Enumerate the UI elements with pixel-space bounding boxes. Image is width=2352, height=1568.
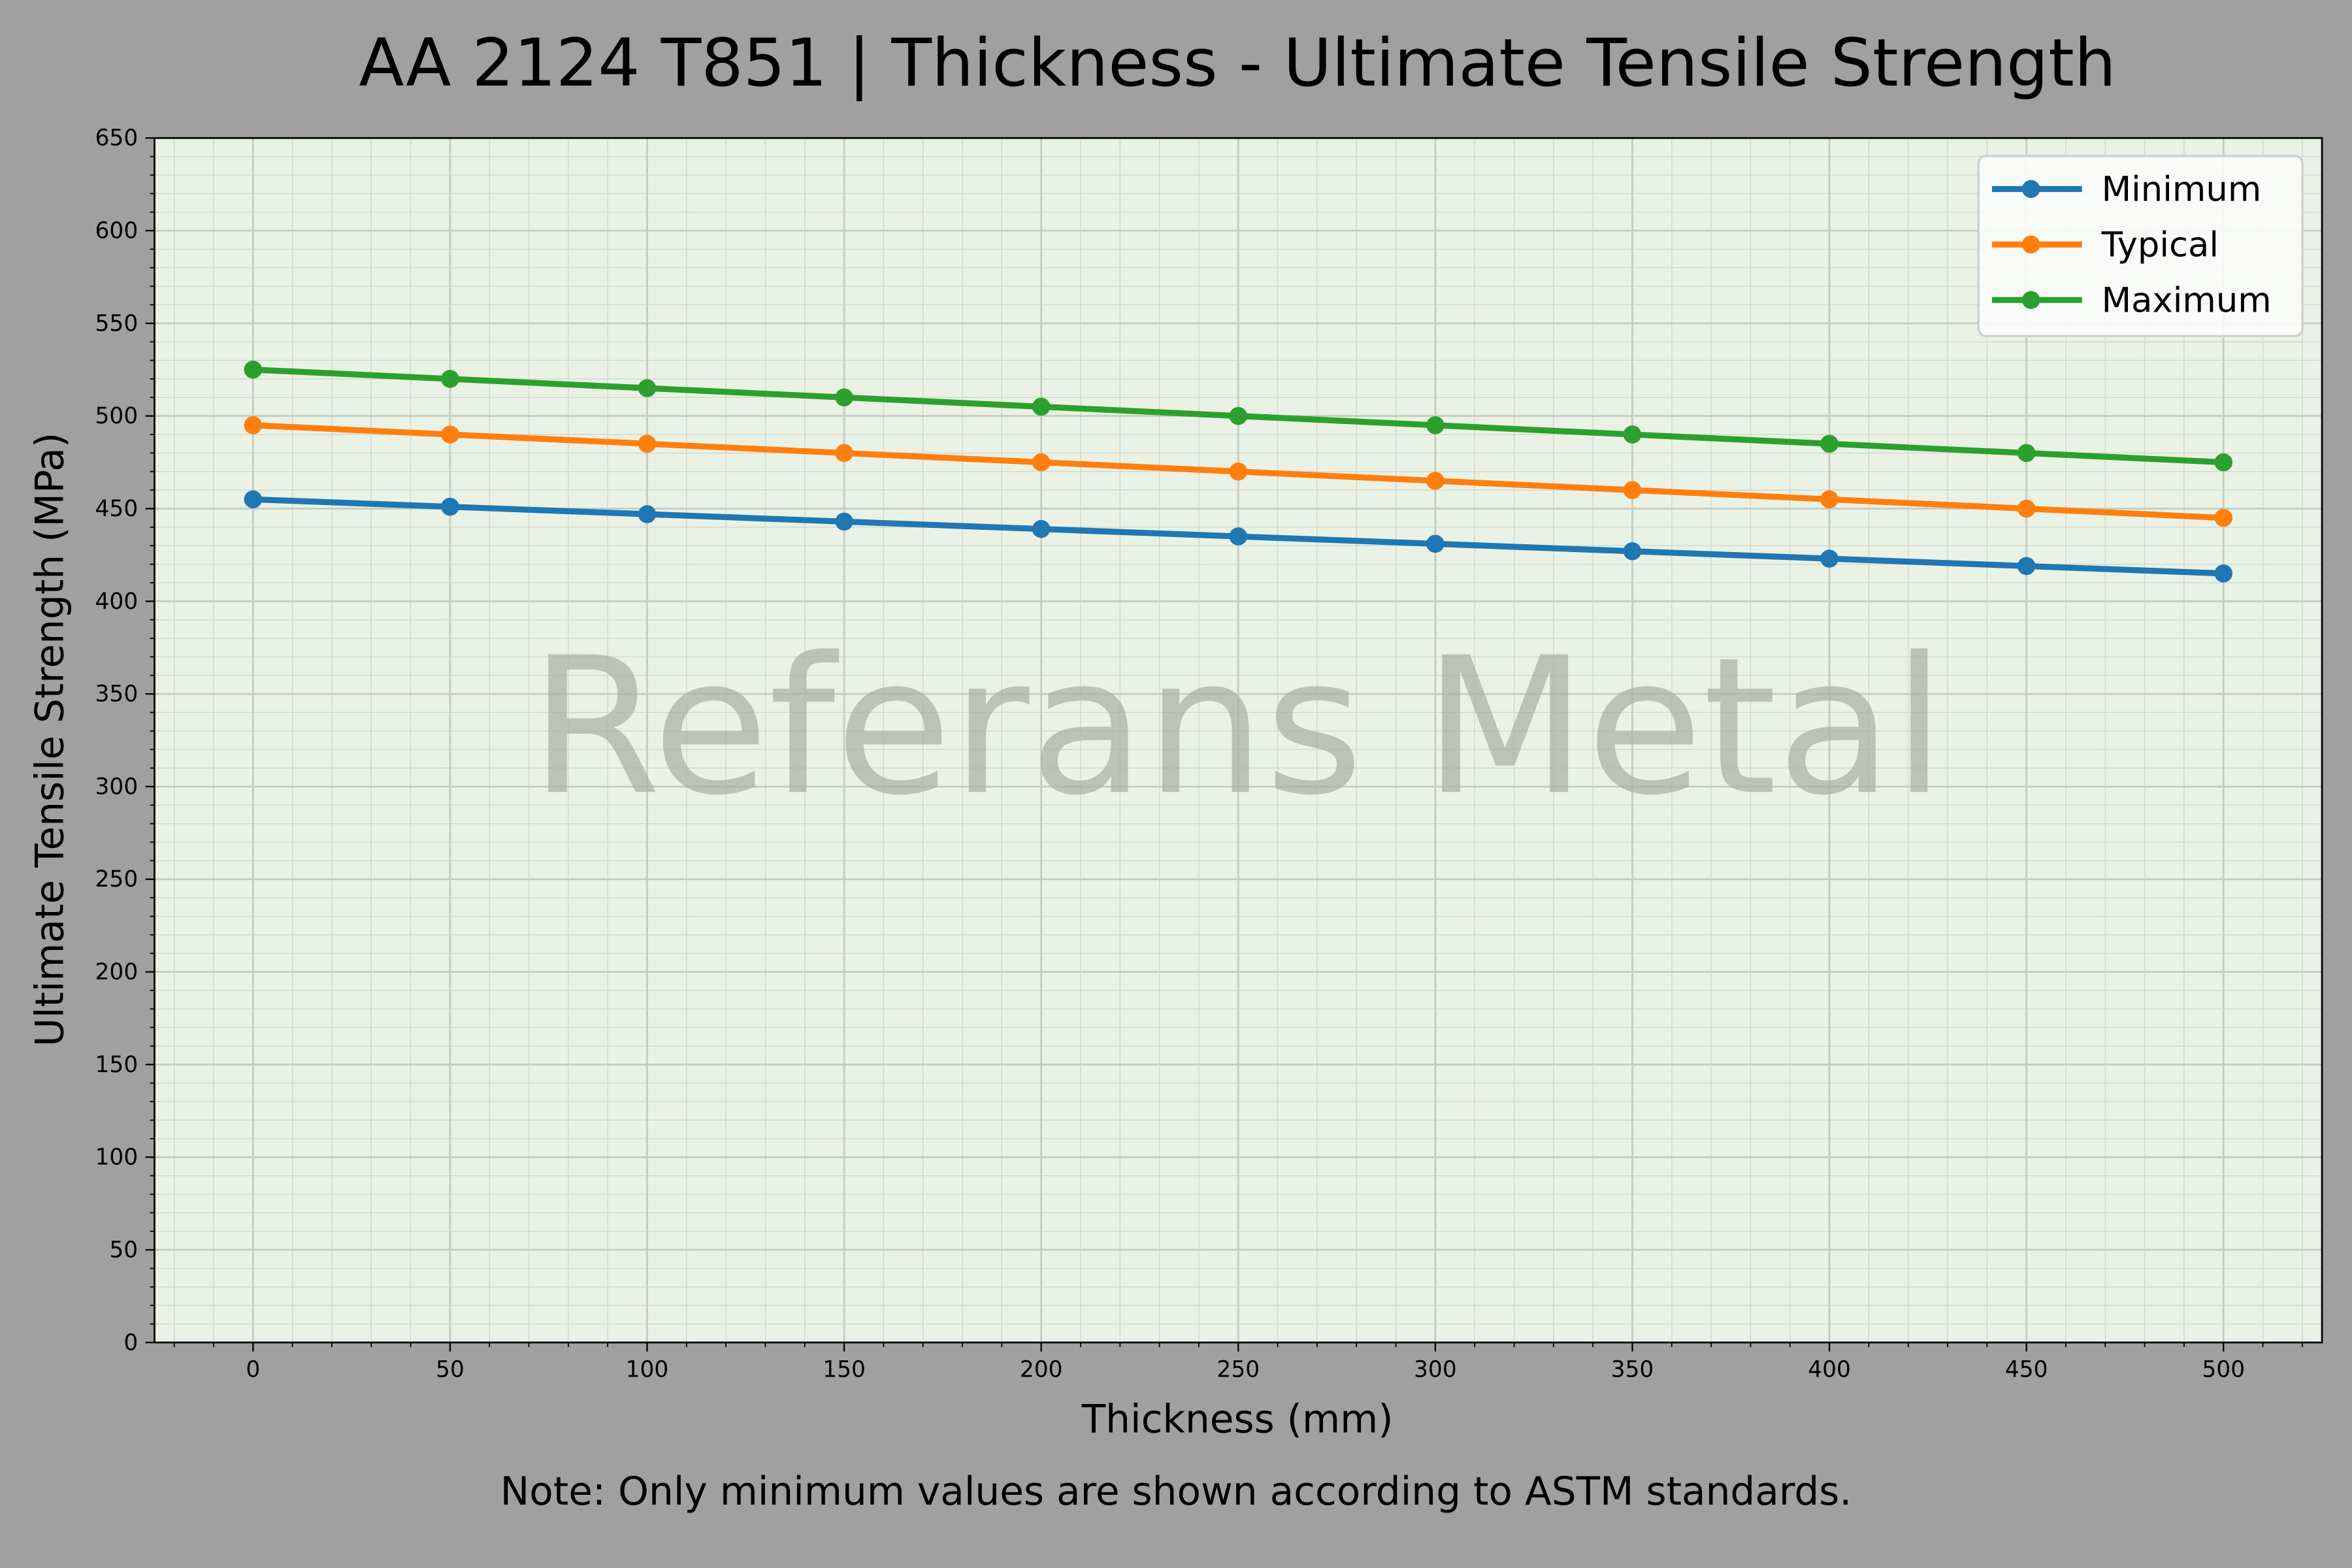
data-point-typical (244, 416, 263, 434)
series-group (244, 360, 2233, 583)
legend: Minimum Typical Maximum (1977, 155, 2304, 338)
data-point-typical (835, 444, 853, 463)
x-axis-label: Thickness (mm) (1081, 1397, 1394, 1443)
data-point-typical (1820, 490, 1838, 509)
x-tick-label: 300 (1414, 1357, 1457, 1383)
data-point-minimum (441, 497, 459, 516)
legend-label-typical: Typical (2101, 225, 2219, 265)
data-point-typical (1032, 453, 1051, 472)
data-point-maximum (1623, 425, 1642, 444)
data-point-maximum (1820, 434, 1838, 453)
y-tick-label: 300 (95, 774, 139, 800)
y-tick-label: 450 (95, 496, 139, 522)
data-point-minimum (1426, 534, 1445, 553)
y-tick-label: 250 (95, 866, 139, 892)
watermark: Referans Metal (530, 617, 1946, 837)
legend-marker-maximum (2021, 291, 2040, 309)
x-tick-label: 50 (436, 1357, 465, 1383)
x-tick-label: 400 (1808, 1357, 1851, 1383)
y-tick-label: 200 (95, 959, 139, 985)
data-point-minimum (2214, 564, 2233, 583)
data-point-minimum (1032, 519, 1051, 538)
data-point-maximum (2017, 444, 2036, 463)
data-point-minimum (244, 490, 263, 509)
y-tick-label: 500 (95, 403, 139, 429)
data-point-typical (2017, 499, 2036, 518)
data-point-typical (1426, 472, 1445, 490)
x-tick-label: 250 (1217, 1357, 1260, 1383)
data-point-minimum (1229, 527, 1248, 546)
chart-title: AA 2124 T851 | Thickness - Ultimate Tens… (359, 24, 2116, 102)
data-point-maximum (1032, 397, 1051, 416)
x-tick-label: 350 (1611, 1357, 1654, 1383)
y-tick-label: 0 (123, 1330, 138, 1356)
y-tick-label: 600 (95, 218, 139, 244)
grid (154, 137, 2323, 1344)
data-point-minimum (835, 512, 853, 531)
legend-label-minimum: Minimum (2102, 170, 2262, 210)
data-point-minimum (1820, 549, 1838, 568)
data-point-typical (638, 434, 657, 453)
data-point-minimum (2017, 557, 2036, 576)
legend-label-maximum: Maximum (2102, 281, 2272, 321)
legend-marker-typical (2021, 235, 2040, 254)
y-axis-label: Ultimate Tensile Strength (MPa) (27, 433, 73, 1047)
x-tick-label: 500 (2202, 1357, 2245, 1383)
data-point-typical (2214, 508, 2233, 527)
y-tick-label: 650 (95, 125, 139, 152)
x-tick-label: 100 (626, 1357, 669, 1383)
data-point-typical (441, 425, 459, 444)
x-tick-label: 0 (246, 1357, 260, 1383)
footnote: Note: Only minimum values are shown acco… (500, 1469, 1852, 1514)
y-tick-label: 550 (95, 310, 139, 336)
data-point-maximum (835, 388, 853, 407)
data-point-minimum (1623, 542, 1642, 561)
y-tick-label: 50 (109, 1237, 138, 1264)
data-point-maximum (1229, 406, 1248, 425)
legend-marker-minimum (2021, 180, 2040, 199)
data-point-maximum (1426, 416, 1445, 434)
data-point-typical (1229, 462, 1248, 481)
data-point-maximum (244, 360, 263, 379)
legend-box (1977, 155, 2304, 338)
data-point-maximum (441, 370, 459, 388)
x-tick-label: 150 (823, 1357, 866, 1383)
ticks: 0 50 100 150 200 250 300 350 400 450 500 0 50 100 150 2… (95, 125, 2303, 1383)
x-tick-label: 450 (2005, 1357, 2048, 1383)
y-tick-label: 350 (95, 681, 139, 708)
data-point-maximum (638, 379, 657, 397)
data-point-maximum (2214, 453, 2233, 472)
y-tick-label: 150 (95, 1052, 139, 1078)
x-tick-label: 200 (1020, 1357, 1063, 1383)
data-point-typical (1623, 481, 1642, 499)
data-point-minimum (638, 505, 657, 523)
y-tick-label: 100 (95, 1145, 139, 1171)
y-tick-label: 400 (95, 589, 139, 615)
